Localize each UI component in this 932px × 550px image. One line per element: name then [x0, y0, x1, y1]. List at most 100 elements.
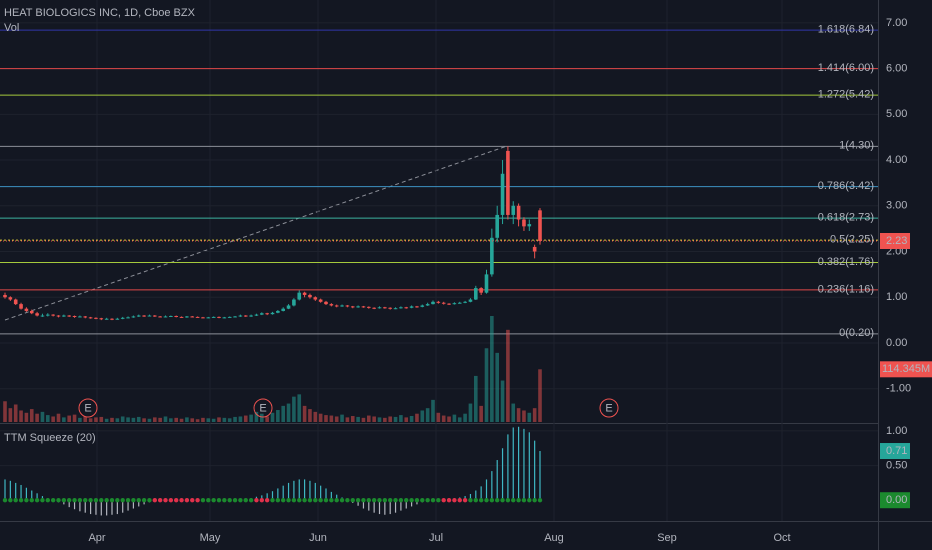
volume-bar — [479, 405, 483, 422]
candle-body — [94, 317, 98, 319]
squeeze-dot — [334, 498, 339, 503]
candle-body — [490, 237, 494, 275]
candle-body — [463, 301, 467, 303]
candle-body — [163, 316, 168, 318]
earnings-marker — [599, 398, 619, 418]
squeeze-dot — [484, 498, 489, 503]
squeeze-dot — [366, 498, 371, 503]
candle-body — [233, 316, 237, 318]
candle-body — [190, 316, 195, 318]
volume-bar — [115, 418, 120, 422]
y2-tick-label: 0.50 — [886, 459, 907, 471]
candle-body — [185, 316, 189, 318]
volume-bar — [67, 415, 71, 422]
candle-body — [361, 306, 366, 308]
y2-tick-label: 1.00 — [886, 425, 907, 437]
volume-bar — [383, 417, 387, 422]
squeeze-dot — [157, 498, 163, 503]
volume-bar — [13, 404, 18, 422]
volume-bar — [447, 416, 451, 422]
squeeze-dot — [136, 498, 141, 503]
volume-bar — [324, 415, 328, 422]
volume-bar — [436, 412, 441, 422]
volume-bar — [356, 416, 360, 422]
volume-bar — [345, 417, 350, 422]
candle-body — [46, 314, 50, 316]
squeeze-dot — [77, 498, 83, 503]
candle-body — [99, 318, 104, 320]
volume-bar — [99, 416, 104, 422]
candle-body — [222, 317, 227, 319]
x-tick-label: Jul — [429, 532, 443, 544]
volume-bar — [511, 403, 516, 422]
candle-body — [474, 288, 478, 300]
chart-title: HEAT BIOLOGICS INC, 1D, Cboe BZX — [4, 7, 196, 19]
squeeze-dot — [537, 498, 543, 503]
candle-body — [356, 306, 360, 308]
squeeze-dot — [88, 498, 93, 503]
volume-bar — [19, 410, 23, 422]
candle-body — [495, 214, 499, 238]
indicator-title: TTM Squeeze (20) — [4, 432, 96, 444]
candle-body — [388, 307, 392, 309]
y-tick-label: 1.00 — [886, 291, 907, 303]
candle-body — [297, 292, 302, 300]
squeeze-dot — [125, 498, 131, 503]
volume-bar — [29, 409, 34, 422]
squeeze-dot — [34, 498, 40, 503]
volume-bar — [463, 413, 467, 422]
squeeze-dot — [281, 498, 286, 503]
candle-body — [29, 310, 34, 314]
candle-body — [399, 307, 403, 309]
squeeze-dot — [18, 498, 24, 503]
candle-body — [24, 308, 29, 311]
candle-body — [195, 316, 200, 318]
trend-line — [4, 145, 508, 321]
volume-bar — [126, 417, 130, 422]
fib-label: 1.414(6.00) — [818, 62, 874, 74]
volume-bar — [420, 410, 425, 422]
volume-bar — [495, 352, 499, 422]
volume-bar — [163, 416, 168, 422]
volume-bar — [361, 417, 366, 422]
y-tick-label: 5.00 — [886, 108, 907, 120]
volume-bar — [281, 405, 285, 422]
volume-bar — [270, 412, 275, 422]
candle-body — [115, 318, 120, 320]
candle-body — [126, 317, 130, 319]
candle-body — [51, 314, 55, 316]
squeeze-dot — [163, 498, 168, 503]
candle-body — [265, 313, 269, 315]
volume-bar — [532, 408, 537, 422]
squeeze-dot — [398, 498, 404, 503]
grid — [0, 0, 878, 521]
squeeze-dot — [371, 498, 377, 503]
x-tick-label: Apr — [88, 532, 105, 544]
candle-body — [153, 315, 157, 317]
volume-bar — [399, 415, 403, 422]
earnings-marker — [253, 398, 273, 418]
volume-bar — [72, 414, 77, 422]
candle-body — [286, 305, 291, 309]
volume-bar — [158, 417, 162, 422]
y-tick-label: 7.00 — [886, 17, 907, 29]
fib-label: 1.618(6.84) — [818, 24, 874, 36]
squeeze-dot — [109, 498, 115, 503]
candle-body — [425, 304, 430, 306]
volume-bar — [24, 412, 29, 422]
volume-bar — [211, 418, 216, 422]
price-tag-label: 2.23 — [886, 235, 907, 247]
fib-label: 0.382(1.76) — [818, 256, 874, 268]
volume-bar — [313, 411, 318, 422]
candle-body — [302, 292, 307, 295]
candle-body — [404, 307, 409, 309]
squeeze-dot — [473, 498, 478, 503]
squeeze-dot — [313, 498, 318, 503]
candle-body — [345, 305, 350, 307]
volume-bar — [318, 413, 323, 422]
candle-body — [243, 315, 248, 317]
candle-body — [276, 310, 280, 313]
volume-bar — [425, 408, 430, 422]
candle-body — [479, 288, 483, 293]
